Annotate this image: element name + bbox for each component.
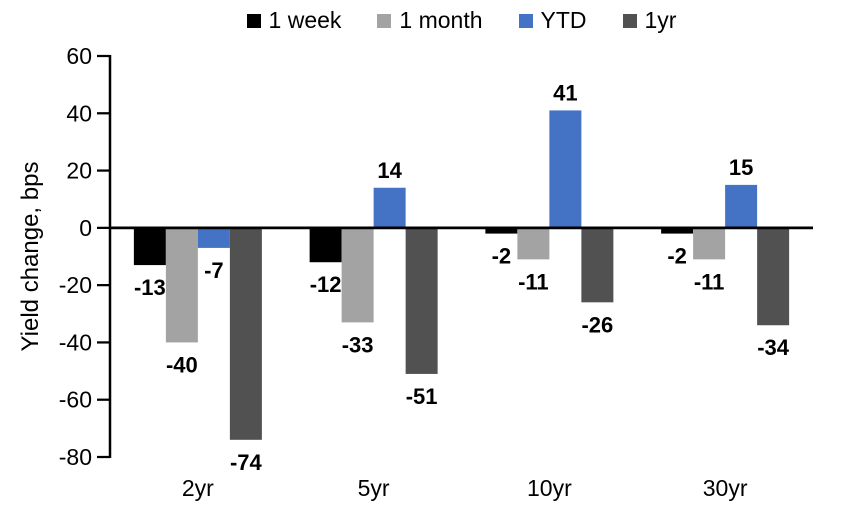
bar-2yr-1-week <box>133 227 166 266</box>
y-axis-tick-label: 40 <box>66 100 92 126</box>
bar-2yr-1yr <box>229 227 262 440</box>
data-label-2yr-1yr: -74 <box>230 450 263 475</box>
data-label-10yr-1-month: -11 <box>518 269 549 294</box>
y-axis-tick-label: -80 <box>59 444 92 470</box>
y-axis-tick-label: 60 <box>66 43 92 69</box>
legend-item-1yr: 1yr <box>622 7 677 33</box>
bar-5yr-1-week <box>309 227 342 263</box>
y-axis-tick-label: -40 <box>59 329 92 355</box>
legend-label: YTD <box>540 7 587 33</box>
data-label-5yr-1-week: -12 <box>310 272 342 297</box>
bar-5yr-ytd <box>373 187 406 228</box>
bar-30yr-ytd <box>725 184 758 228</box>
bar-10yr-1-week <box>485 227 518 234</box>
y-axis-title: Yield change, bps <box>17 162 44 352</box>
data-label-2yr-1-month: -40 <box>166 352 198 377</box>
data-label-10yr-1yr: -26 <box>581 312 613 337</box>
bar-30yr-1yr <box>757 227 790 326</box>
bar-5yr-1yr <box>405 227 438 374</box>
data-label-30yr-1yr: -34 <box>757 335 790 360</box>
data-label-5yr-1-month: -33 <box>342 332 374 357</box>
data-label-5yr-ytd: 14 <box>377 158 402 183</box>
bar-5yr-1-month <box>341 227 374 323</box>
legend-label: 1yr <box>644 7 677 33</box>
legend-marker-icon <box>246 13 261 28</box>
data-label-30yr-ytd: 15 <box>729 155 753 180</box>
data-label-2yr-1-week: -13 <box>134 275 166 300</box>
bar-2yr-1-month <box>165 227 198 343</box>
chart-legend: 1 week 1 month YTD 1yr <box>110 7 813 33</box>
data-label-10yr-1-week: -2 <box>492 244 512 269</box>
x-category-label-10yr: 10yr <box>527 475 572 501</box>
legend-item-1-month: 1 month <box>377 7 483 33</box>
legend-item-1-week: 1 week <box>246 7 342 33</box>
bar-30yr-1-month <box>693 227 726 260</box>
legend-marker-icon <box>377 13 392 28</box>
data-label-2yr-ytd: -7 <box>204 258 224 283</box>
bar-10yr-1-month <box>517 227 550 260</box>
legend-marker-icon <box>518 13 533 28</box>
x-category-label-5yr: 5yr <box>358 475 390 501</box>
bar-2yr-ytd <box>197 227 230 248</box>
y-axis-tick-label: 0 <box>79 215 92 241</box>
legend-item-ytd: YTD <box>518 7 587 33</box>
legend-label: 1 week <box>268 7 342 33</box>
data-label-30yr-1-week: -2 <box>667 244 687 269</box>
bar-10yr-1yr <box>581 227 614 303</box>
bar-30yr-1-week <box>661 227 694 234</box>
y-axis-tick-label: -20 <box>59 272 92 298</box>
data-label-5yr-1yr: -51 <box>406 384 438 409</box>
data-label-30yr-1-month: -11 <box>694 269 725 294</box>
legend-marker-icon <box>622 13 637 28</box>
y-axis-tick-label: 20 <box>66 158 92 184</box>
x-category-label-2yr: 2yr <box>182 475 214 501</box>
y-axis-tick-label: -60 <box>59 387 92 413</box>
data-label-10yr-ytd: 41 <box>553 80 577 105</box>
x-category-label-30yr: 30yr <box>703 475 748 501</box>
legend-label: 1 month <box>399 7 483 33</box>
bar-10yr-ytd <box>549 110 582 228</box>
